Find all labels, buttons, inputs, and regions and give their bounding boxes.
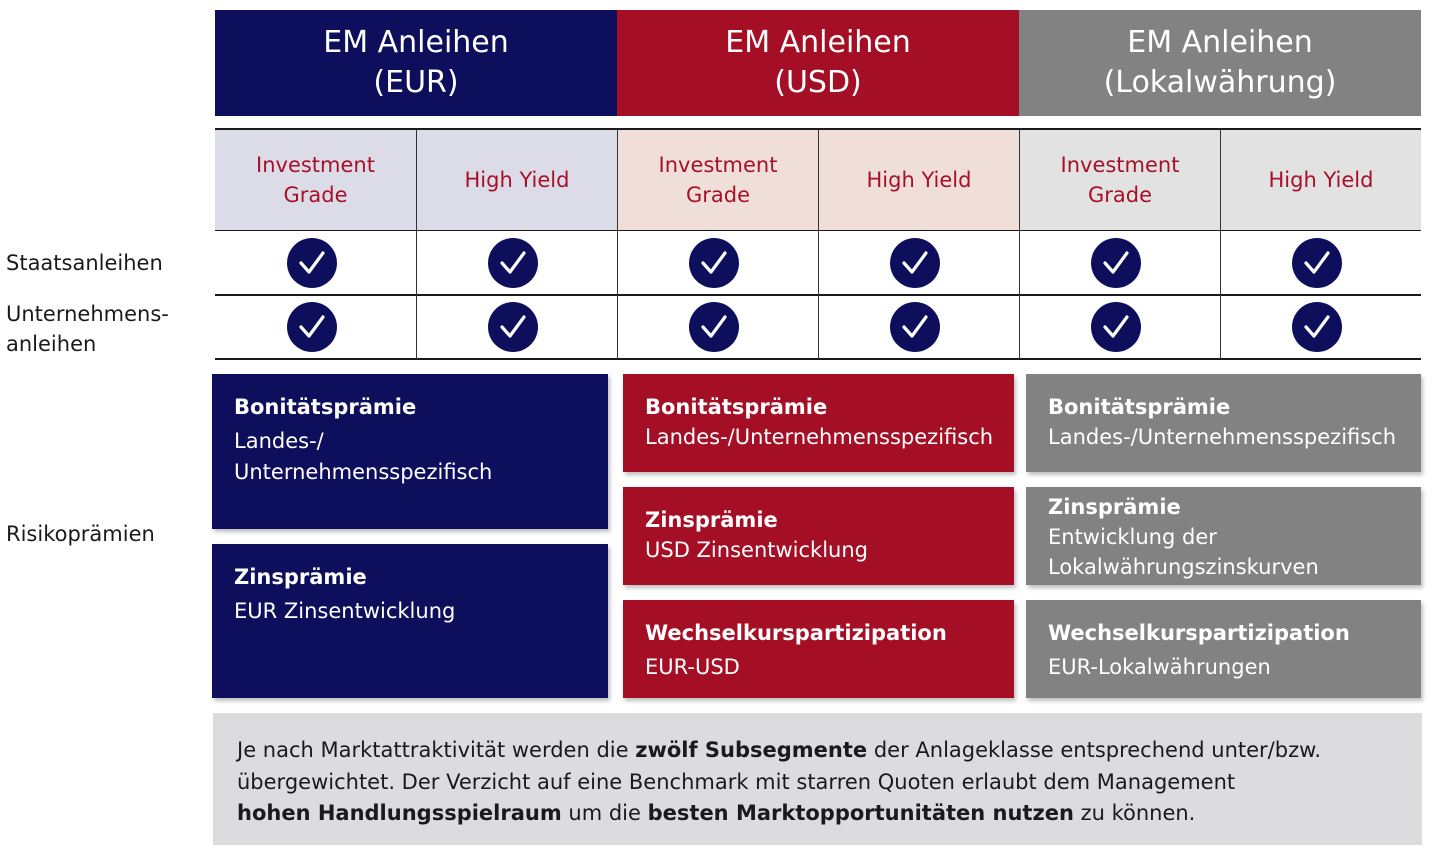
row-label-staatsanleihen: Staatsanleihen: [6, 251, 163, 275]
note-bold-text: hohen Handlungsspielraum: [237, 801, 562, 825]
premium-box-eur-bonitaet: Bonitätsprämie Landes-/ Unternehmensspez…: [212, 374, 608, 529]
subheader-usd-ig: Investment Grade: [617, 130, 818, 230]
table-line-sub: [215, 229, 1421, 231]
premium-box-usd-wechselkurs: Wechselkurspartizipation EUR-USD: [623, 600, 1014, 698]
table-divider: [1220, 231, 1221, 359]
header-em-eur: EM Anleihen (EUR): [215, 10, 617, 116]
premium-title: Bonitätsprämie: [645, 395, 828, 419]
subheader-eur-hy: High Yield: [416, 130, 617, 230]
check-icon: [689, 238, 739, 288]
header-title: EM Anleihen: [323, 24, 509, 60]
subheader-label: High Yield: [866, 167, 972, 192]
check-icon: [1292, 302, 1342, 352]
subheader-local-hy: High Yield: [1220, 130, 1421, 230]
row-label-unternehmensanleihen: Unternehmens- anleihen: [6, 299, 169, 360]
premium-description: EUR-Lokalwährungen: [1048, 655, 1271, 680]
check-icon: [287, 238, 337, 288]
check-icon: [1091, 238, 1141, 288]
subheader-label: Investment Grade: [658, 152, 778, 207]
note-text: zu können.: [1073, 801, 1196, 825]
premium-title: Wechselkurspartizipation: [645, 621, 947, 645]
subheader-label: High Yield: [1268, 167, 1374, 192]
header-em-usd: EM Anleihen (USD): [617, 10, 1019, 116]
premium-box-usd-bonitaet: Bonitätsprämie Landes-/Unternehmensspezi…: [623, 374, 1014, 472]
premium-box-usd-zins: Zinsprämie USD Zinsentwicklung: [623, 487, 1014, 585]
check-icon: [890, 238, 940, 288]
subheader-eur-ig: Investment Grade: [215, 130, 416, 230]
note-text: der Anlageklasse entsprechend unter/bzw.: [867, 738, 1322, 762]
subheader-label: Investment Grade: [256, 152, 375, 207]
check-icon: [689, 302, 739, 352]
table-divider: [1019, 231, 1020, 359]
premium-title: Wechselkurspartizipation: [1048, 621, 1350, 645]
subheader-label: High Yield: [464, 167, 570, 192]
subheader-label: Investment Grade: [1060, 152, 1180, 207]
note-bold-text: besten Marktopportunitäten nutzen: [647, 801, 1074, 825]
header-title: EM Anleihen: [1127, 24, 1313, 60]
premium-title: Zinsprämie: [645, 508, 778, 532]
premium-title: Bonitätsprämie: [234, 395, 417, 419]
header-subtitle: (USD): [774, 65, 862, 100]
note-line: hohen Handlungsspielraum um die besten M…: [237, 798, 1422, 830]
header-title: EM Anleihen: [725, 24, 911, 60]
note-line: Je nach Marktattraktivität werden die zw…: [237, 735, 1422, 767]
check-icon: [287, 302, 337, 352]
table-divider: [818, 231, 819, 359]
table-divider: [416, 231, 417, 359]
subheader-local-ig: Investment Grade: [1019, 130, 1220, 230]
row-label-line: Unternehmens-: [6, 302, 169, 326]
premium-box-local-bonitaet: Bonitätsprämie Landes-/Unternehmensspezi…: [1026, 374, 1421, 472]
premium-description: Landes-/Unternehmensspezifisch: [645, 425, 994, 450]
check-icon: [1292, 238, 1342, 288]
row-label-line: anleihen: [6, 332, 97, 357]
note-line: übergewichtet. Der Verzicht auf eine Ben…: [237, 767, 1422, 799]
premium-box-local-zins: Zinsprämie Entwicklung der Lokalwährungs…: [1026, 487, 1421, 585]
header-em-local: EM Anleihen (Lokalwährung): [1019, 10, 1421, 116]
subheader-usd-hy: High Yield: [818, 130, 1019, 230]
check-icon: [1091, 302, 1141, 352]
table-line-top: [215, 128, 1421, 130]
premium-box-local-wechselkurs: Wechselkurspartizipation EUR-Lokalwährun…: [1026, 600, 1421, 698]
premium-title: Zinsprämie: [234, 565, 367, 589]
premium-description: USD Zinsentwicklung: [645, 538, 868, 563]
premium-description: EUR-USD: [645, 655, 740, 680]
table-line-bottom: [215, 358, 1421, 360]
premium-box-eur-zins: Zinsprämie EUR Zinsentwicklung: [212, 544, 608, 698]
table-divider: [617, 231, 618, 359]
note-box: Je nach Marktattraktivität werden die zw…: [213, 713, 1422, 845]
note-text: Je nach Marktattraktivität werden die: [237, 738, 636, 762]
premium-title: Bonitätsprämie: [1048, 395, 1231, 419]
premium-description: Landes-/Unternehmensspezifisch: [1048, 425, 1397, 450]
premium-title: Zinsprämie: [1048, 495, 1181, 519]
note-bold-text: zwölf Subsegmente: [635, 738, 868, 762]
premium-description: Entwicklung der Lokalwährungszinskurven: [1048, 524, 1319, 579]
premium-description: Landes-/ Unternehmensspezifisch: [234, 429, 493, 484]
note-text: übergewichtet. Der Verzicht auf eine Ben…: [237, 769, 1236, 794]
check-icon: [488, 302, 538, 352]
row-label-risikopraemien: Risikoprämien: [6, 522, 155, 546]
check-icon: [890, 302, 940, 352]
header-subtitle: (EUR): [373, 65, 459, 100]
check-icon: [488, 238, 538, 288]
premium-description: EUR Zinsentwicklung: [234, 599, 456, 624]
header-subtitle: (Lokalwährung): [1103, 65, 1337, 100]
note-text: um die: [561, 801, 648, 825]
